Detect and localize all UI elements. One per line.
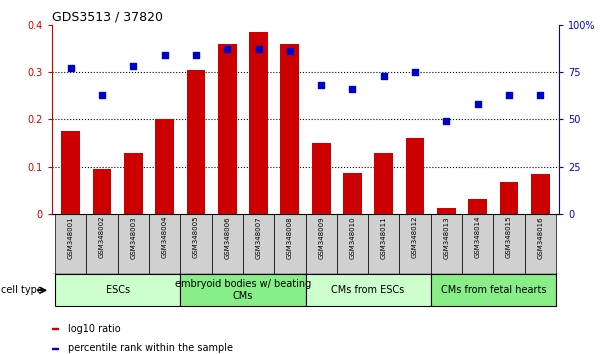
- Point: [316, 82, 326, 88]
- Bar: [61, 131, 80, 214]
- Point: [159, 52, 169, 58]
- FancyBboxPatch shape: [431, 214, 462, 274]
- FancyBboxPatch shape: [86, 214, 118, 274]
- Text: GSM348001: GSM348001: [68, 216, 74, 259]
- Point: [348, 86, 357, 92]
- Bar: [468, 199, 487, 214]
- Text: GSM348015: GSM348015: [506, 216, 512, 258]
- Bar: [280, 44, 299, 214]
- Text: GSM348016: GSM348016: [537, 216, 543, 259]
- Text: ESCs: ESCs: [106, 285, 130, 295]
- Text: CMs from fetal hearts: CMs from fetal hearts: [441, 285, 546, 295]
- Text: GSM348008: GSM348008: [287, 216, 293, 259]
- Point: [254, 47, 263, 52]
- Text: log10 ratio: log10 ratio: [68, 324, 121, 333]
- Point: [379, 73, 389, 79]
- Text: GSM348014: GSM348014: [475, 216, 481, 258]
- Text: GSM348012: GSM348012: [412, 216, 418, 258]
- Point: [504, 92, 514, 98]
- Point: [191, 52, 201, 58]
- Point: [473, 102, 483, 107]
- FancyBboxPatch shape: [306, 274, 431, 306]
- Bar: [312, 143, 331, 214]
- Bar: [155, 119, 174, 214]
- FancyBboxPatch shape: [337, 214, 368, 274]
- Bar: [437, 209, 456, 214]
- Text: percentile rank within the sample: percentile rank within the sample: [68, 343, 233, 353]
- Bar: [500, 182, 518, 214]
- Text: GSM348002: GSM348002: [99, 216, 105, 258]
- Text: GSM348007: GSM348007: [255, 216, 262, 259]
- Bar: [218, 44, 236, 214]
- Bar: [186, 70, 205, 214]
- Bar: [124, 153, 143, 214]
- Bar: [375, 153, 393, 214]
- FancyBboxPatch shape: [493, 214, 525, 274]
- Point: [128, 64, 138, 69]
- Point: [97, 92, 107, 98]
- Text: cell type: cell type: [1, 285, 43, 295]
- Text: GSM348011: GSM348011: [381, 216, 387, 259]
- FancyBboxPatch shape: [368, 214, 400, 274]
- FancyBboxPatch shape: [306, 214, 337, 274]
- Text: GSM348006: GSM348006: [224, 216, 230, 259]
- FancyBboxPatch shape: [400, 214, 431, 274]
- FancyBboxPatch shape: [525, 214, 556, 274]
- Point: [222, 47, 232, 52]
- Bar: [343, 172, 362, 214]
- FancyBboxPatch shape: [149, 214, 180, 274]
- FancyBboxPatch shape: [180, 214, 211, 274]
- Text: CMs from ESCs: CMs from ESCs: [332, 285, 404, 295]
- Text: GDS3513 / 37820: GDS3513 / 37820: [52, 11, 163, 24]
- Bar: [249, 32, 268, 214]
- FancyBboxPatch shape: [118, 214, 149, 274]
- FancyBboxPatch shape: [211, 214, 243, 274]
- FancyBboxPatch shape: [462, 214, 493, 274]
- Point: [285, 48, 295, 54]
- Point: [410, 69, 420, 75]
- Text: GSM348004: GSM348004: [162, 216, 167, 258]
- Bar: [406, 138, 425, 214]
- Bar: [531, 174, 550, 214]
- FancyBboxPatch shape: [243, 214, 274, 274]
- FancyBboxPatch shape: [180, 274, 306, 306]
- FancyBboxPatch shape: [274, 214, 306, 274]
- FancyBboxPatch shape: [431, 274, 556, 306]
- Text: GSM348009: GSM348009: [318, 216, 324, 259]
- Point: [66, 65, 76, 71]
- FancyBboxPatch shape: [55, 274, 180, 306]
- Text: embryoid bodies w/ beating
CMs: embryoid bodies w/ beating CMs: [175, 279, 311, 301]
- Text: GSM348003: GSM348003: [130, 216, 136, 259]
- Bar: [93, 169, 111, 214]
- Point: [442, 119, 452, 124]
- Point: [535, 92, 545, 98]
- Text: GSM348013: GSM348013: [444, 216, 449, 259]
- FancyBboxPatch shape: [55, 214, 86, 274]
- Text: GSM348010: GSM348010: [349, 216, 356, 259]
- Bar: [52, 328, 59, 329]
- Text: GSM348005: GSM348005: [193, 216, 199, 258]
